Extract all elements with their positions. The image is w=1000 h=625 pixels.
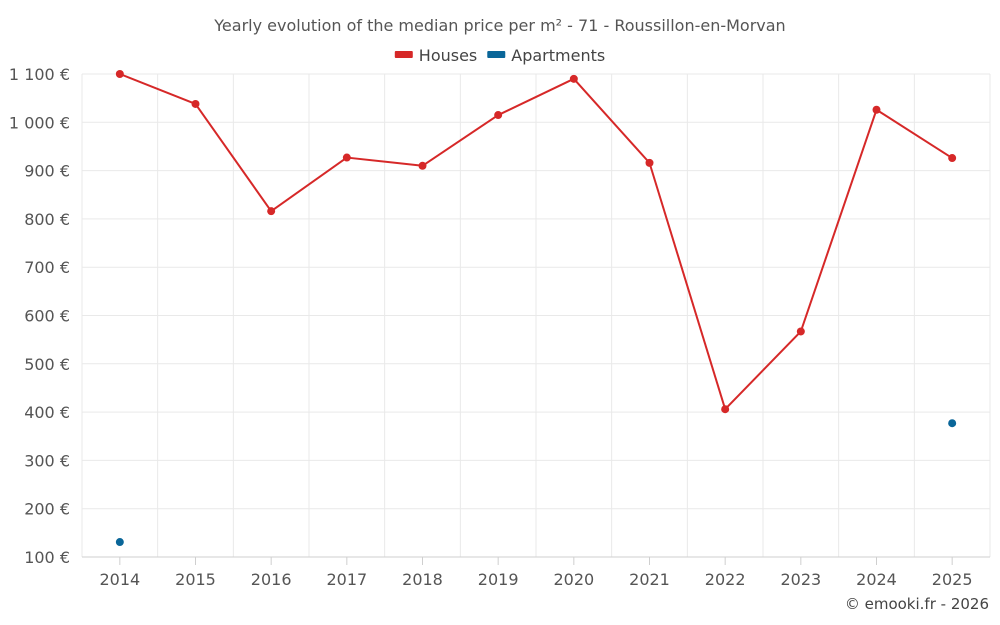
data-point[interactable] xyxy=(948,154,957,163)
legend-item-houses[interactable]: Houses xyxy=(394,46,477,65)
legend-label: Houses xyxy=(419,46,477,65)
axes: 100 € 200 € 300 € 400 € 500 € 600 € 700 € 800 €… xyxy=(9,65,990,589)
x-tick-label: 2023 xyxy=(780,570,821,589)
x-tick-label: 2014 xyxy=(99,570,140,589)
series-line-segment xyxy=(648,162,727,410)
y-tick-label: 900 € xyxy=(24,162,70,181)
x-tick-label: 2018 xyxy=(402,570,443,589)
y-tick-label: 1 100 € xyxy=(9,65,70,84)
x-tick-label: 2015 xyxy=(175,570,216,589)
series-apartments xyxy=(115,419,957,547)
data-point[interactable] xyxy=(191,99,200,108)
x-tick-label: 2025 xyxy=(932,570,973,589)
y-tick-label: 200 € xyxy=(24,500,70,519)
x-tick-label: 2017 xyxy=(326,570,367,589)
x-tick-label: 2024 xyxy=(856,570,897,589)
x-tick-label: 2020 xyxy=(553,570,594,589)
gridlines xyxy=(81,73,991,557)
y-tick-label: 1 000 € xyxy=(9,113,70,132)
x-tick-label: 2016 xyxy=(251,570,292,589)
data-point[interactable] xyxy=(494,111,503,120)
series-line-segment xyxy=(573,78,651,164)
credit-text: © emooki.fr - 2026 xyxy=(845,595,989,613)
x-tick-label: 2022 xyxy=(705,570,746,589)
data-point[interactable] xyxy=(721,405,730,414)
data-point[interactable] xyxy=(872,105,881,114)
series-line-segment xyxy=(497,77,575,116)
series-line-segment xyxy=(724,330,802,410)
data-point[interactable] xyxy=(115,538,124,547)
data-point[interactable] xyxy=(645,158,654,167)
series xyxy=(115,70,957,547)
series-line-segment xyxy=(421,114,499,167)
y-tick-label: 100 € xyxy=(24,548,70,567)
data-point[interactable] xyxy=(342,153,351,162)
y-tick-label: 700 € xyxy=(24,258,70,277)
series-houses xyxy=(115,70,957,414)
legend-swatch xyxy=(487,51,506,58)
series-line-segment xyxy=(270,156,348,212)
legend: Houses Apartments xyxy=(394,46,605,65)
y-tick-label: 800 € xyxy=(24,210,70,229)
x-tick-label: 2021 xyxy=(629,570,670,589)
y-tick-label: 400 € xyxy=(24,403,70,422)
legend-item-apartments[interactable]: Apartments xyxy=(487,46,605,65)
legend-label: Apartments xyxy=(511,46,605,65)
y-tick-label: 500 € xyxy=(24,355,70,374)
y-tick-label: 300 € xyxy=(24,451,70,470)
data-point[interactable] xyxy=(948,419,957,428)
data-point[interactable] xyxy=(115,70,124,78)
series-line-segment xyxy=(346,156,423,167)
x-tick-label: 2019 xyxy=(478,570,519,589)
data-point[interactable] xyxy=(267,207,276,216)
y-tick-label: 600 € xyxy=(24,307,70,326)
series-line-segment xyxy=(799,109,878,332)
data-point[interactable] xyxy=(569,74,578,83)
chart-title: Yearly evolution of the median price per… xyxy=(213,16,785,35)
series-line-segment xyxy=(194,103,272,212)
legend-swatch xyxy=(394,51,413,58)
data-point[interactable] xyxy=(418,161,427,170)
series-line-segment xyxy=(119,73,196,105)
series-line-segment xyxy=(875,108,953,159)
data-point[interactable] xyxy=(796,327,805,336)
